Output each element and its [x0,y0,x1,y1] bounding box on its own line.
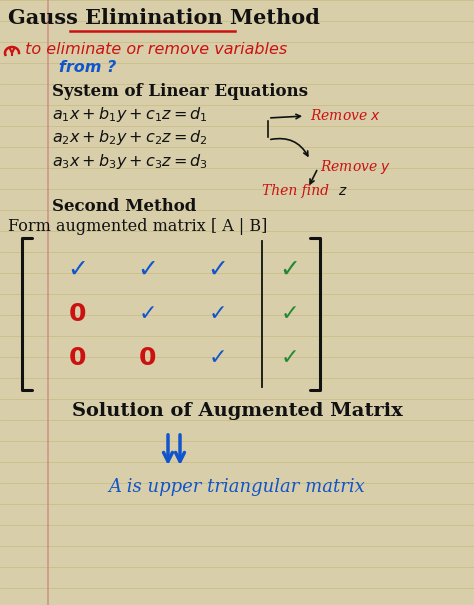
Text: ✓: ✓ [67,258,89,282]
Text: ✓: ✓ [137,258,158,282]
Text: $a_1x + b_1y + c_1z = d_1$: $a_1x + b_1y + c_1z = d_1$ [52,105,208,124]
Text: A is upper triangular matrix: A is upper triangular matrix [109,478,365,496]
Text: 0: 0 [69,346,87,370]
Text: 0: 0 [69,302,87,326]
Text: ✓: ✓ [208,258,228,282]
Text: ✓: ✓ [280,258,301,282]
Text: Remove $y$: Remove $y$ [320,158,391,176]
Text: Second Method: Second Method [52,198,196,215]
Text: ✓: ✓ [209,304,228,324]
Text: 0: 0 [139,346,157,370]
Text: $a_3x + b_3y + c_3z = d_3$: $a_3x + b_3y + c_3z = d_3$ [52,152,208,171]
Text: Then find: Then find [262,184,329,198]
Text: Remove $x$: Remove $x$ [310,108,381,123]
Text: Solution of Augmented Matrix: Solution of Augmented Matrix [72,402,402,420]
Text: ✓: ✓ [209,348,228,368]
Text: Form augmented matrix [ A | B]: Form augmented matrix [ A | B] [8,218,267,235]
Text: from ?: from ? [42,60,116,75]
Text: to eliminate or remove variables: to eliminate or remove variables [20,42,287,57]
Text: $a_2x + b_2y + c_2z = d_2$: $a_2x + b_2y + c_2z = d_2$ [52,128,208,147]
Text: $z$: $z$ [338,184,347,198]
Text: ✓: ✓ [139,304,157,324]
Text: ✓: ✓ [281,348,299,368]
Text: Gauss Elimination Method: Gauss Elimination Method [8,8,320,28]
Text: ✓: ✓ [281,304,299,324]
Text: System of Linear Equations: System of Linear Equations [52,83,308,100]
